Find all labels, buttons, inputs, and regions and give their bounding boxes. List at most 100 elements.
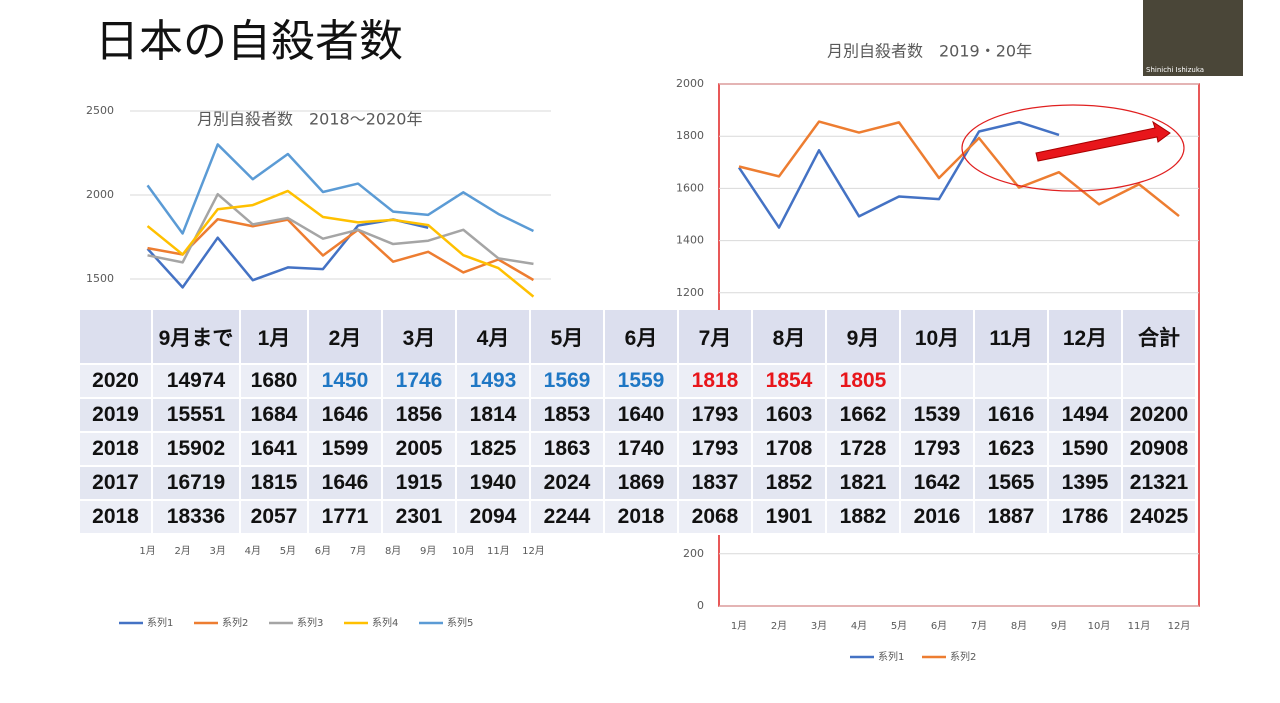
x-tick-label: 4月 <box>851 620 867 632</box>
y-tick-label: 1800 <box>676 129 704 142</box>
table-cell: 15551 <box>153 399 241 433</box>
y-tick-label: 0 <box>697 599 704 612</box>
x-tick-label: 8月 <box>385 545 401 557</box>
table-cell: 1616 <box>975 399 1049 433</box>
x-tick-label: 3月 <box>210 545 226 557</box>
table-cell: 1623 <box>975 433 1049 467</box>
table-cell: 1825 <box>457 433 531 467</box>
y-tick-label: 1500 <box>86 272 114 285</box>
series-line <box>146 189 535 298</box>
series-line <box>737 120 1060 229</box>
table-cell: 1640 <box>605 399 679 433</box>
legend-label: 系列3 <box>297 616 323 629</box>
table-cell: 2018 <box>605 501 679 535</box>
y-tick-label: 1200 <box>676 286 704 299</box>
table-cell: 2244 <box>531 501 605 535</box>
series-line <box>146 143 535 235</box>
table-header-row: 9月まで 1月 2月 3月 4月 5月 6月 7月 8月 9月 10月 11月 12月 合計 <box>80 310 1197 365</box>
table-cell: 9月まで <box>153 310 241 365</box>
table-cell: 1708 <box>753 433 827 467</box>
table-cell: 合計 <box>1123 310 1197 365</box>
table-cell: 2094 <box>457 501 531 535</box>
legend-label: 系列1 <box>147 616 173 629</box>
webcam: Shinichi Ishizuka <box>1143 0 1243 76</box>
table-cell: 10月 <box>901 310 975 365</box>
table-cell: 2005 <box>383 433 457 467</box>
x-tick-label: 7月 <box>350 545 366 557</box>
x-tick-label: 10月 <box>452 545 475 557</box>
table-cell: 24025 <box>1123 501 1197 535</box>
table-cell: 2018 <box>80 501 153 535</box>
table-cell: 1882 <box>827 501 901 535</box>
table-cell: 1680 <box>241 365 309 399</box>
y-tick-label: 2000 <box>86 188 114 201</box>
x-tick-label: 2月 <box>174 545 190 557</box>
table-cell: 15902 <box>153 433 241 467</box>
table-cell: 1559 <box>605 365 679 399</box>
x-tick-label: 6月 <box>315 545 331 557</box>
table-cell: 21321 <box>1123 467 1197 501</box>
table-empty-cell <box>1049 365 1123 399</box>
x-tick-label: 5月 <box>280 545 296 557</box>
table-cell: 1915 <box>383 467 457 501</box>
chart-title: 月別自殺者数 2018〜2020年 <box>197 110 422 129</box>
webcam-label: Shinichi Ishizuka <box>1146 66 1205 74</box>
y-tick-label: 1600 <box>676 181 704 194</box>
legend-label: 系列5 <box>447 616 473 629</box>
table-cell: 1662 <box>827 399 901 433</box>
legend-label: 系列2 <box>222 616 248 629</box>
x-tick-label: 11月 <box>487 545 510 557</box>
table-cell: 1869 <box>605 467 679 501</box>
table-cell: 1940 <box>457 467 531 501</box>
chart-title: 月別自殺者数 2019・20年 <box>827 42 1032 61</box>
x-tick-label: 6月 <box>931 620 947 632</box>
series-line <box>146 218 429 289</box>
table-empty-cell <box>80 310 153 365</box>
table-row: 2019 15551 1684 1646 1856 1814 1853 1640 1793 160… <box>80 399 1197 433</box>
y-tick-label: 2000 <box>676 77 704 90</box>
table-cell: 1646 <box>309 399 383 433</box>
table-cell: 16719 <box>153 467 241 501</box>
table-empty-cell <box>975 365 1049 399</box>
table-cell: 20200 <box>1123 399 1197 433</box>
table-cell: 1793 <box>679 433 753 467</box>
x-tick-label: 11月 <box>1128 620 1151 632</box>
table-cell: 2019 <box>80 399 153 433</box>
x-tick-label: 5月 <box>891 620 907 632</box>
table-cell: 1901 <box>753 501 827 535</box>
table-empty-cell <box>901 365 975 399</box>
table-cell: 12月 <box>1049 310 1123 365</box>
table-cell: 2068 <box>679 501 753 535</box>
table-cell: 2057 <box>241 501 309 535</box>
y-tick-label: 2500 <box>86 104 114 117</box>
table-row: 2020 14974 1680 1450 1746 1493 1569 1559 1818 185… <box>80 365 1197 399</box>
x-tick-label: 1月 <box>731 620 747 632</box>
table-cell: 7月 <box>679 310 753 365</box>
table-cell: 1395 <box>1049 467 1123 501</box>
legend-label: 系列1 <box>878 650 904 663</box>
x-tick-label: 10月 <box>1088 620 1111 632</box>
table-cell: 1569 <box>531 365 605 399</box>
x-tick-label: 2月 <box>771 620 787 632</box>
table-cell: 1805 <box>827 365 901 399</box>
x-tick-label: 8月 <box>1011 620 1027 632</box>
table-cell: 1863 <box>531 433 605 467</box>
table-cell: 2024 <box>531 467 605 501</box>
table-cell: 1539 <box>901 399 975 433</box>
series-line <box>738 120 1180 218</box>
table-cell: 1818 <box>679 365 753 399</box>
table-cell: 2018 <box>80 433 153 467</box>
y-tick-label: 1400 <box>676 234 704 247</box>
table-cell: 1684 <box>241 399 309 433</box>
annotation-arrow <box>1035 120 1171 162</box>
table-cell: 14974 <box>153 365 241 399</box>
legend-label: 系列4 <box>372 616 398 629</box>
table-cell: 1641 <box>241 433 309 467</box>
table-cell: 1821 <box>827 467 901 501</box>
annotation-ellipse <box>961 104 1185 192</box>
table-row: 2018 15902 1641 1599 2005 1825 1863 1740 1793 170… <box>80 433 1197 467</box>
table-cell: 1837 <box>679 467 753 501</box>
x-tick-label: 4月 <box>245 545 261 557</box>
